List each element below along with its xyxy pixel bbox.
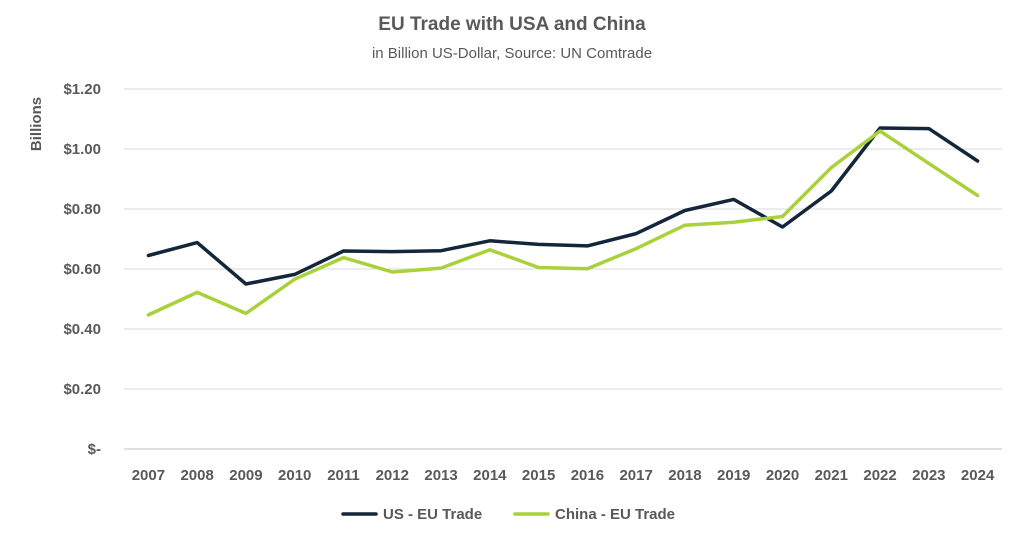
- y-axis-label: Billions: [28, 97, 45, 151]
- chart-subtitle: in Billion US-Dollar, Source: UN Comtrad…: [372, 45, 652, 62]
- x-tick-label: 2014: [473, 467, 507, 484]
- x-tick-label: 2013: [424, 467, 457, 484]
- x-tick-label: 2008: [180, 467, 213, 484]
- x-tick-label: 2020: [766, 467, 799, 484]
- y-tick-label: $0.80: [63, 201, 101, 218]
- x-tick-label: 2009: [229, 467, 262, 484]
- x-tick-label: 2012: [376, 467, 409, 484]
- y-tick-label: $0.40: [63, 321, 101, 338]
- legend: US - EU Trade China - EU Trade: [341, 506, 675, 523]
- x-tick-label: 2007: [132, 467, 165, 484]
- y-axis-ticks: $- $0.20 $0.40 $0.60 $0.80 $1.00 $1.20: [63, 81, 101, 458]
- x-axis-ticks: 2007 2008 2009 2010 2011 2012 2013 2014 2015 2016…: [132, 467, 995, 484]
- x-tick-label: 2017: [619, 467, 652, 484]
- y-tick-label: $0.20: [63, 381, 101, 398]
- y-tick-label: $1.00: [63, 141, 101, 158]
- y-tick-label: $-: [88, 441, 101, 458]
- x-tick-label: 2015: [522, 467, 555, 484]
- x-tick-label: 2019: [717, 467, 750, 484]
- x-tick-label: 2010: [278, 467, 311, 484]
- series-line-us-eu: [146, 126, 980, 286]
- series-line-china-eu: [146, 129, 980, 317]
- x-tick-label: 2024: [961, 467, 995, 484]
- x-tick-label: 2011: [327, 467, 360, 484]
- x-tick-label: 2018: [668, 467, 701, 484]
- chart-title: EU Trade with USA and China: [378, 14, 646, 35]
- legend-label: China - EU Trade: [555, 506, 675, 523]
- x-tick-label: 2023: [912, 467, 945, 484]
- legend-label: US - EU Trade: [383, 506, 482, 523]
- x-tick-label: 2021: [815, 467, 848, 484]
- x-tick-label: 2016: [571, 467, 604, 484]
- y-tick-label: $0.60: [63, 261, 101, 278]
- gridlines: [124, 88, 1002, 450]
- series-lines: [146, 126, 980, 317]
- y-tick-label: $1.20: [63, 81, 101, 98]
- x-tick-label: 2022: [863, 467, 896, 484]
